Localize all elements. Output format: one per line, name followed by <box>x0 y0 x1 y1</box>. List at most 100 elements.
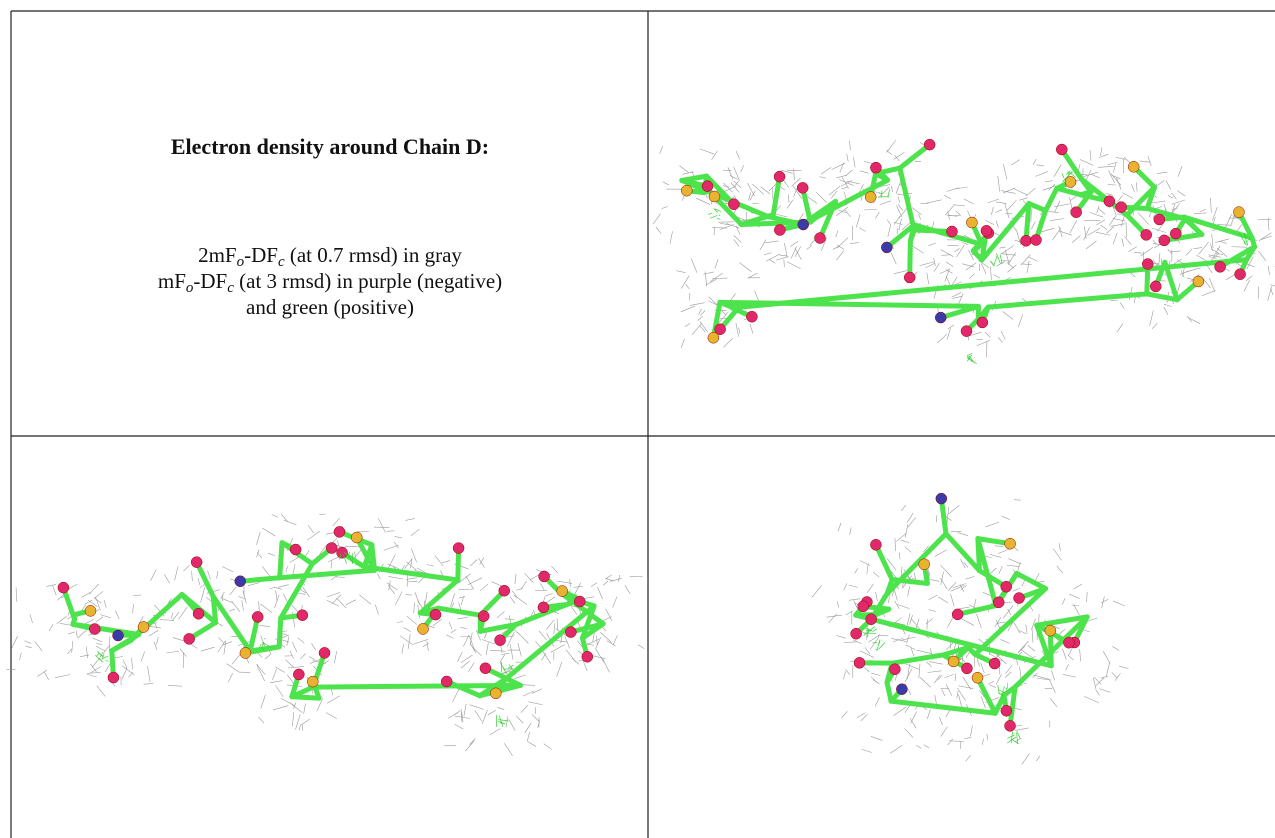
mesh-line <box>946 262 953 267</box>
mesh-line <box>930 580 939 582</box>
mesh-line <box>1011 160 1020 165</box>
mesh-line <box>298 638 304 643</box>
mesh-line <box>995 617 1001 627</box>
mesh-line <box>295 714 300 729</box>
atom <box>851 628 862 639</box>
bond <box>364 567 457 580</box>
bond <box>1147 294 1177 300</box>
mesh-line <box>1246 276 1252 281</box>
mesh-line <box>269 587 275 589</box>
text: -DF <box>193 269 227 293</box>
mesh-line <box>283 520 296 525</box>
mesh-line <box>893 707 906 716</box>
mesh-line <box>899 219 902 231</box>
mesh-line <box>969 354 973 355</box>
mesh-line <box>258 664 259 670</box>
mesh-line <box>764 253 772 255</box>
mesh-line <box>887 220 891 225</box>
mesh-line <box>504 743 512 755</box>
mesh-line <box>201 587 205 602</box>
mesh-line <box>1093 678 1096 689</box>
mesh-line <box>821 167 831 174</box>
mesh-line <box>847 154 849 162</box>
mesh-line <box>89 584 99 594</box>
mesh-line <box>1026 188 1036 196</box>
atom <box>1014 593 1025 604</box>
text: mF <box>158 269 186 293</box>
mesh-line <box>947 507 948 522</box>
mesh-line <box>57 616 67 624</box>
mesh-line <box>679 166 688 173</box>
mesh-line <box>207 570 210 579</box>
mesh-line <box>1032 628 1033 643</box>
mesh-line <box>157 637 159 644</box>
mesh-line <box>1040 228 1054 232</box>
mesh-line <box>1033 159 1036 165</box>
mesh-line <box>1103 651 1110 663</box>
caption-line: mFo-DFc (at 3 rmsd) in purple (negative) <box>12 268 648 294</box>
mesh-line <box>944 195 951 199</box>
mesh-line <box>276 685 284 696</box>
mesh-line <box>1022 753 1030 764</box>
mesh-line <box>76 631 77 637</box>
mesh-line <box>1072 605 1079 606</box>
atom <box>480 663 491 674</box>
mesh-line <box>996 261 1005 266</box>
atom <box>499 585 510 596</box>
mesh-line <box>92 638 101 642</box>
mesh-line <box>929 243 936 246</box>
mesh-line <box>414 603 415 614</box>
mesh-line <box>723 338 732 347</box>
mesh-line <box>458 652 463 662</box>
mesh-line <box>219 638 224 643</box>
bond <box>313 685 520 687</box>
mesh-line <box>957 245 965 257</box>
mesh-line <box>987 734 988 740</box>
mesh-line <box>836 231 838 238</box>
mesh-line <box>656 227 661 233</box>
mesh-line <box>546 593 553 595</box>
atom <box>235 576 246 587</box>
atom <box>1233 207 1244 218</box>
bond <box>240 578 279 581</box>
mesh-line <box>920 677 931 687</box>
mesh-line <box>1164 307 1168 315</box>
mesh-line <box>1031 210 1032 222</box>
mesh-line <box>845 210 851 217</box>
atom <box>184 633 195 644</box>
mesh-line <box>1001 331 1005 340</box>
mesh-line <box>867 584 873 593</box>
atom <box>1005 538 1016 549</box>
mesh-line <box>899 552 900 559</box>
mesh-line <box>259 717 264 723</box>
mesh-line <box>769 259 775 263</box>
mesh-line <box>994 255 998 266</box>
mesh-line <box>148 666 151 682</box>
mesh-line <box>1122 238 1124 246</box>
mesh-line <box>1068 648 1072 656</box>
mesh-line <box>1099 154 1108 157</box>
mesh-line <box>228 673 233 682</box>
mesh-line <box>283 594 287 603</box>
mesh-line <box>230 587 237 596</box>
mesh-line <box>966 755 971 761</box>
atom <box>935 312 946 323</box>
bond <box>292 697 319 698</box>
mesh-line <box>855 568 858 573</box>
mesh-line <box>198 578 200 585</box>
mesh-line <box>308 525 314 533</box>
mesh-line <box>653 214 661 225</box>
mesh-line <box>607 641 616 646</box>
atom <box>565 627 576 638</box>
mesh-line <box>1131 184 1134 192</box>
mesh-line <box>103 645 109 653</box>
mesh-line <box>919 214 921 220</box>
mesh-line <box>902 637 916 640</box>
mesh-line <box>905 547 912 553</box>
mesh-line <box>270 681 282 683</box>
mesh-line <box>538 721 540 728</box>
mesh-line <box>141 652 144 662</box>
text: (at 3 rmsd) in purple (negative) <box>234 269 502 293</box>
mesh-line <box>1062 598 1065 604</box>
mesh-line <box>897 206 902 217</box>
